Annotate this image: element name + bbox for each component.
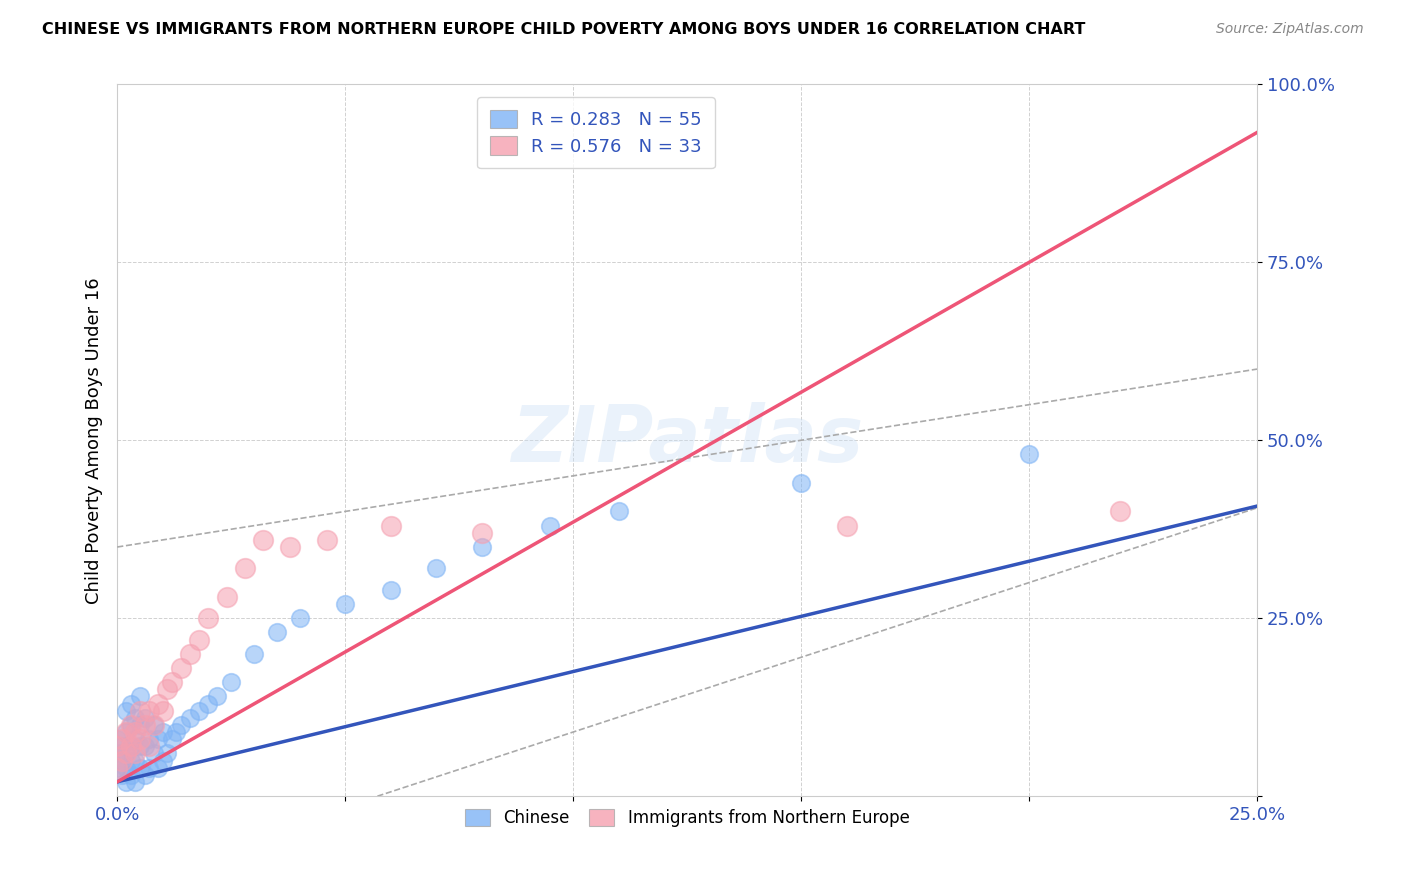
Text: ZIPatlas: ZIPatlas: [510, 402, 863, 478]
Point: [333, 597, 356, 611]
Point: [148, 697, 170, 711]
Point: [115, 747, 138, 761]
Point: [129, 732, 152, 747]
Point: [105, 739, 128, 754]
Point: [316, 533, 339, 547]
Point: [142, 718, 165, 732]
Point: [252, 533, 274, 547]
Point: [266, 625, 288, 640]
Point: [105, 732, 128, 747]
Point: [170, 661, 193, 675]
Point: [120, 754, 142, 768]
Point: [129, 704, 152, 718]
Point: [129, 761, 152, 775]
Point: [115, 761, 138, 775]
Point: [280, 540, 302, 554]
Point: [835, 518, 858, 533]
Point: [105, 747, 128, 761]
Point: [152, 754, 174, 768]
Point: [1018, 448, 1040, 462]
Point: [607, 504, 630, 518]
Point: [380, 582, 402, 597]
Point: [111, 754, 134, 768]
Point: [188, 704, 211, 718]
Point: [148, 732, 170, 747]
Point: [134, 768, 156, 782]
Point: [138, 739, 160, 754]
Point: [129, 690, 152, 704]
Point: [111, 768, 134, 782]
Point: [115, 775, 138, 789]
Point: [380, 518, 402, 533]
Point: [142, 747, 165, 761]
Point: [120, 739, 142, 754]
Point: [134, 711, 156, 725]
Point: [124, 754, 146, 768]
Point: [111, 754, 134, 768]
Point: [120, 768, 142, 782]
Point: [219, 675, 242, 690]
Point: [233, 561, 256, 575]
Point: [197, 611, 219, 625]
Point: [115, 725, 138, 739]
Point: [129, 718, 152, 732]
Point: [197, 697, 219, 711]
Point: [120, 718, 142, 732]
Point: [138, 761, 160, 775]
Point: [134, 718, 156, 732]
Point: [160, 675, 183, 690]
Point: [115, 747, 138, 761]
Point: [120, 739, 142, 754]
Point: [790, 475, 813, 490]
Point: [134, 739, 156, 754]
Point: [138, 704, 160, 718]
Point: [160, 732, 183, 747]
Point: [170, 718, 193, 732]
Point: [471, 540, 494, 554]
Point: [1109, 504, 1132, 518]
Point: [425, 561, 447, 575]
Point: [124, 711, 146, 725]
Point: [152, 704, 174, 718]
Point: [115, 704, 138, 718]
Point: [124, 725, 146, 739]
Point: [243, 647, 266, 661]
Point: [124, 747, 146, 761]
Point: [148, 761, 170, 775]
Point: [152, 725, 174, 739]
Point: [166, 725, 188, 739]
Point: [142, 718, 165, 732]
Point: [120, 718, 142, 732]
Point: [138, 732, 160, 747]
Point: [156, 747, 179, 761]
Point: [538, 518, 561, 533]
Point: [179, 711, 201, 725]
Text: CHINESE VS IMMIGRANTS FROM NORTHERN EUROPE CHILD POVERTY AMONG BOYS UNDER 16 COR: CHINESE VS IMMIGRANTS FROM NORTHERN EURO…: [42, 22, 1085, 37]
Point: [188, 632, 211, 647]
Point: [215, 590, 238, 604]
Point: [207, 690, 229, 704]
Legend: Chinese, Immigrants from Northern Europe: Chinese, Immigrants from Northern Europe: [458, 803, 917, 834]
Point: [115, 725, 138, 739]
Text: Source: ZipAtlas.com: Source: ZipAtlas.com: [1216, 22, 1364, 37]
Point: [288, 611, 311, 625]
Point: [120, 697, 142, 711]
Point: [124, 732, 146, 747]
Point: [129, 739, 152, 754]
Point: [111, 739, 134, 754]
Point: [179, 647, 201, 661]
Point: [156, 682, 179, 697]
Point: [111, 732, 134, 747]
Point: [105, 761, 128, 775]
Y-axis label: Child Poverty Among Boys Under 16: Child Poverty Among Boys Under 16: [86, 277, 103, 604]
Point: [471, 525, 494, 540]
Point: [105, 761, 128, 775]
Point: [124, 775, 146, 789]
